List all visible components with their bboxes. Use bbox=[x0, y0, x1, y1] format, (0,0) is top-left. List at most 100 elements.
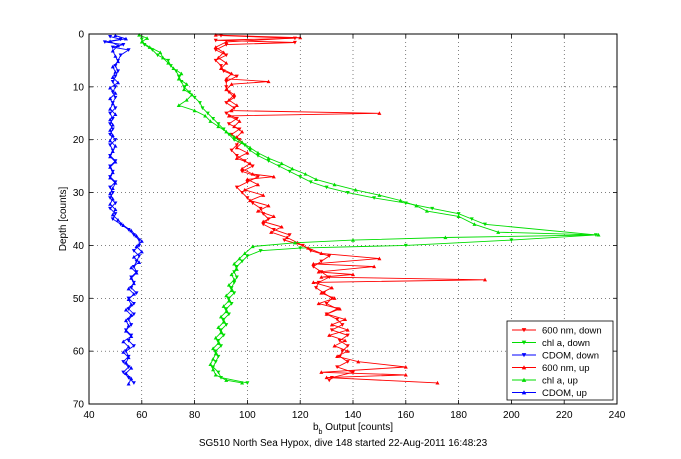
y-tick-label: 0 bbox=[78, 30, 84, 41]
data-point bbox=[216, 338, 221, 343]
data-point bbox=[250, 164, 255, 169]
data-point bbox=[234, 264, 239, 269]
data-point bbox=[258, 249, 263, 253]
data-point bbox=[229, 286, 234, 290]
data-point bbox=[226, 296, 231, 301]
data-point bbox=[126, 297, 131, 301]
tick-layer: 40 60 80 100 120 140 160 180 200 220 240 0 10 20 30 40 5… bbox=[73, 30, 626, 422]
data-point bbox=[324, 312, 329, 316]
data-point bbox=[250, 244, 255, 249]
data-point bbox=[245, 254, 250, 258]
data-point bbox=[219, 328, 223, 332]
data-point bbox=[324, 185, 329, 190]
data-point bbox=[337, 338, 342, 343]
data-point bbox=[221, 317, 226, 322]
data-point bbox=[211, 367, 216, 372]
data-point bbox=[345, 190, 350, 195]
data-point bbox=[113, 201, 118, 206]
data-point bbox=[123, 360, 128, 365]
data-point bbox=[226, 283, 231, 287]
data-point bbox=[211, 346, 216, 351]
data-point bbox=[131, 249, 136, 253]
data-point bbox=[229, 288, 234, 292]
data-point bbox=[139, 37, 144, 42]
data-point bbox=[108, 138, 113, 143]
data-point bbox=[290, 166, 295, 171]
data-point bbox=[248, 161, 253, 166]
data-point bbox=[126, 338, 131, 343]
data-point bbox=[113, 138, 118, 142]
data-point bbox=[240, 129, 245, 134]
data-point bbox=[216, 354, 221, 359]
data-point bbox=[216, 370, 221, 375]
data-point bbox=[129, 376, 134, 381]
data-point bbox=[131, 312, 136, 317]
data-point bbox=[213, 45, 218, 49]
data-point bbox=[113, 212, 118, 216]
x-tick-label: 100 bbox=[239, 410, 256, 421]
data-point bbox=[250, 201, 255, 206]
data-point bbox=[282, 238, 287, 243]
x-tick-label: 180 bbox=[450, 410, 467, 421]
data-point bbox=[335, 354, 340, 359]
data-point bbox=[240, 166, 245, 171]
data-point bbox=[311, 264, 316, 269]
data-point bbox=[113, 54, 118, 58]
data-point bbox=[266, 156, 271, 160]
data-point bbox=[216, 325, 221, 329]
data-point bbox=[234, 74, 239, 79]
data-point bbox=[155, 53, 160, 58]
data-point bbox=[255, 175, 260, 179]
data-point bbox=[232, 124, 237, 129]
data-point bbox=[279, 161, 284, 166]
data-point bbox=[234, 103, 239, 107]
data-point bbox=[229, 132, 234, 137]
data-point bbox=[229, 301, 234, 306]
data-point bbox=[248, 198, 253, 203]
data-point bbox=[224, 129, 229, 134]
data-point bbox=[335, 365, 340, 369]
data-point bbox=[232, 277, 237, 282]
data-point bbox=[430, 206, 435, 211]
y-tick-label: 40 bbox=[73, 241, 85, 252]
data-point bbox=[123, 329, 128, 333]
data-point bbox=[472, 222, 477, 226]
data-point bbox=[134, 244, 139, 249]
data-point bbox=[240, 140, 245, 144]
data-point bbox=[110, 127, 115, 132]
data-point bbox=[134, 233, 139, 238]
data-point bbox=[113, 181, 118, 185]
data-point bbox=[129, 265, 134, 270]
data-point bbox=[113, 106, 118, 110]
data-point bbox=[271, 227, 276, 232]
data-point bbox=[108, 143, 113, 147]
data-point bbox=[232, 138, 237, 142]
data-point bbox=[221, 127, 226, 132]
data-point bbox=[108, 191, 113, 196]
data-point bbox=[226, 298, 231, 303]
data-point bbox=[314, 286, 319, 290]
data-point bbox=[329, 328, 334, 332]
legend-swatch-marker bbox=[521, 328, 527, 333]
data-point bbox=[224, 307, 229, 311]
data-point bbox=[176, 74, 181, 79]
data-point bbox=[351, 238, 355, 242]
series-5 bbox=[108, 33, 144, 386]
data-point bbox=[108, 122, 113, 126]
data-point bbox=[403, 243, 408, 248]
data-point bbox=[245, 150, 250, 155]
data-point bbox=[224, 85, 229, 89]
x-tick-label: 60 bbox=[136, 410, 148, 421]
data-point bbox=[340, 349, 345, 354]
data-point bbox=[319, 251, 324, 255]
data-point bbox=[229, 71, 234, 76]
data-point bbox=[266, 159, 271, 163]
data-point bbox=[329, 285, 334, 290]
data-point bbox=[242, 251, 247, 255]
data-point bbox=[372, 264, 377, 269]
data-point bbox=[340, 323, 345, 327]
data-point bbox=[213, 372, 218, 377]
data-point bbox=[216, 122, 221, 126]
